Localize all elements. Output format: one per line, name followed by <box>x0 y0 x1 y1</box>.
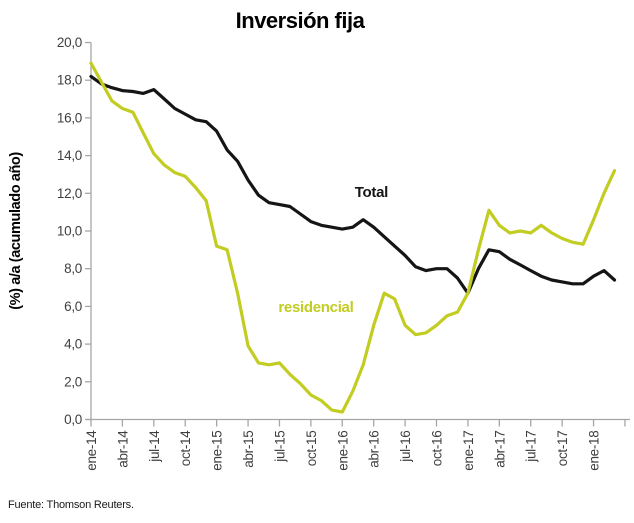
x-axis: ene-14 abr-14 jul-14 oct-14 ene-15 abr-15 jul-… <box>84 418 630 471</box>
svg-text:jul-14: jul-14 <box>147 430 162 463</box>
svg-text:ene-17: ene-17 <box>461 431 476 471</box>
svg-text:ene-18: ene-18 <box>587 431 602 471</box>
chart-title: Inversión fija <box>235 8 365 33</box>
svg-text:oct-16: oct-16 <box>430 431 445 467</box>
svg-text:4,0: 4,0 <box>64 337 82 352</box>
svg-text:14,0: 14,0 <box>57 148 82 163</box>
svg-text:abr-15: abr-15 <box>241 431 256 468</box>
y-axis: 20,0 18,0 16,0 14,0 12,0 10,0 8,0 6,0 4,0 2,0 0,0 <box>57 35 92 427</box>
svg-text:jul-15: jul-15 <box>272 431 287 463</box>
svg-text:ene-15: ene-15 <box>210 431 225 471</box>
svg-text:18,0: 18,0 <box>57 73 82 88</box>
svg-text:20,0: 20,0 <box>57 35 82 50</box>
annotation-residencial: residencial <box>278 299 353 316</box>
svg-text:oct-14: oct-14 <box>178 430 193 467</box>
svg-text:abr-14: abr-14 <box>115 430 130 468</box>
svg-text:10,0: 10,0 <box>57 224 82 239</box>
series-residencial-line <box>89 61 617 414</box>
annotation-total: Total <box>355 184 388 201</box>
svg-text:ene-14: ene-14 <box>84 430 99 471</box>
svg-text:2,0: 2,0 <box>64 374 82 389</box>
svg-text:ene-16: ene-16 <box>335 431 350 471</box>
svg-text:oct-15: oct-15 <box>304 431 319 467</box>
svg-text:0,0: 0,0 <box>64 412 82 427</box>
svg-text:abr-17: abr-17 <box>492 430 507 467</box>
svg-text:jul-17: jul-17 <box>524 431 539 463</box>
svg-text:12,0: 12,0 <box>57 186 82 201</box>
source-note: Fuente: Thomson Reuters. <box>8 499 134 511</box>
svg-text:oct-17: oct-17 <box>555 431 570 467</box>
svg-text:abr-16: abr-16 <box>367 431 382 468</box>
y-axis-title: (%) a/a (acumulado año) <box>8 152 24 310</box>
svg-text:jul-16: jul-16 <box>398 431 413 463</box>
svg-text:8,0: 8,0 <box>64 261 82 276</box>
svg-text:6,0: 6,0 <box>64 299 82 314</box>
svg-text:16,0: 16,0 <box>57 110 82 125</box>
series-total-line <box>89 74 617 295</box>
